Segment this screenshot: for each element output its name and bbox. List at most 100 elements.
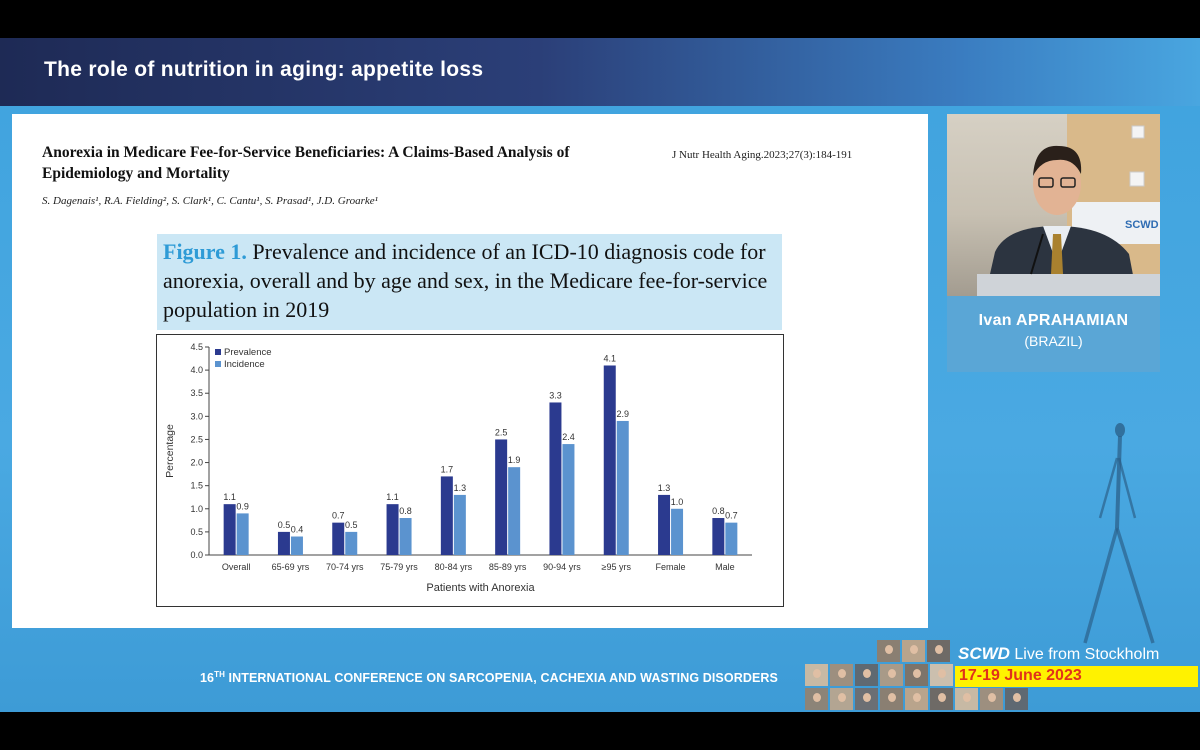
y-tick-label: 1.0 bbox=[190, 504, 203, 514]
slide-title: The role of nutrition in aging: appetite… bbox=[44, 58, 484, 81]
bar-value-label: 0.9 bbox=[236, 501, 249, 511]
bar-value-label: 1.7 bbox=[441, 464, 454, 474]
speaker-face bbox=[1033, 153, 1081, 215]
x-tick-label: 80-84 yrs bbox=[435, 562, 473, 572]
speaker-video: SCWD bbox=[947, 114, 1160, 296]
speaker-glasses-right bbox=[1060, 177, 1076, 188]
participant-thumbnail bbox=[877, 640, 900, 662]
bar-value-label: 0.7 bbox=[725, 511, 738, 521]
bar-incidence bbox=[453, 494, 466, 555]
participant-thumbnail bbox=[1005, 688, 1028, 710]
participant-thumbnail bbox=[980, 688, 1003, 710]
participant-face-icon bbox=[863, 693, 871, 702]
x-tick-label: Male bbox=[715, 562, 735, 572]
bar-incidence bbox=[616, 420, 629, 555]
bar-incidence bbox=[290, 536, 303, 555]
legend-label-prevalence: Prevalence bbox=[224, 347, 272, 358]
participant-thumbnail bbox=[955, 688, 978, 710]
x-tick-label: 75-79 yrs bbox=[380, 562, 418, 572]
participant-thumbnail bbox=[905, 688, 928, 710]
bar-value-label: 1.1 bbox=[223, 492, 236, 502]
x-tick-label: 70-74 yrs bbox=[326, 562, 364, 572]
backdrop-logo: SCWD bbox=[1125, 219, 1159, 231]
paper-title: Anorexia in Medicare Fee-for-Service Ben… bbox=[42, 144, 570, 182]
participant-face-icon bbox=[913, 669, 921, 678]
participant-thumbnail bbox=[880, 664, 903, 686]
bar-value-label: 1.9 bbox=[508, 455, 521, 465]
figure-caption-text: Prevalence and incidence of an ICD-10 di… bbox=[163, 239, 768, 322]
bar-value-label: 2.5 bbox=[495, 427, 508, 437]
participant-thumbnail bbox=[930, 664, 953, 686]
participant-thumbnail bbox=[830, 664, 853, 686]
bar-value-label: 1.1 bbox=[386, 492, 399, 502]
bar-prevalence bbox=[603, 365, 616, 555]
bar-incidence bbox=[236, 513, 249, 555]
figure-number: Figure 1. bbox=[163, 239, 247, 264]
journal-reference: J Nutr Health Aging.2023;27(3):184-191 bbox=[672, 149, 853, 161]
bar-incidence bbox=[399, 518, 412, 555]
speaker-name: Ivan APRAHAMIAN bbox=[978, 312, 1129, 329]
bar-value-label: 3.3 bbox=[549, 390, 562, 400]
participant-thumbnail bbox=[927, 640, 950, 662]
legend-swatch-incidence bbox=[215, 361, 221, 367]
walking-man-sculpture-icon bbox=[1083, 423, 1155, 644]
bar-prevalence bbox=[277, 531, 290, 555]
y-tick-label: 4.5 bbox=[190, 342, 203, 352]
bar-value-label: 2.4 bbox=[562, 432, 575, 442]
y-tick-label: 1.5 bbox=[190, 481, 203, 491]
y-tick-label: 3.5 bbox=[190, 388, 203, 398]
participant-thumbnails bbox=[805, 640, 1030, 712]
participant-face-icon bbox=[963, 693, 971, 702]
y-axis-label: Percentage bbox=[164, 424, 176, 478]
participant-face-icon bbox=[885, 645, 893, 654]
brand-name: SCWD bbox=[958, 644, 1010, 663]
bar-value-label: 0.4 bbox=[291, 525, 304, 535]
participant-face-icon bbox=[813, 693, 821, 702]
paper-authors: S. Dagenais¹, R.A. Fielding², S. Clark¹,… bbox=[42, 195, 378, 207]
bar-value-label: 0.8 bbox=[712, 506, 725, 516]
y-tick-label: 0.0 bbox=[190, 550, 203, 560]
speaker-hair bbox=[1033, 145, 1082, 176]
live-text: Live from Stockholm bbox=[1009, 646, 1160, 663]
legend-label-incidence: Incidence bbox=[224, 359, 265, 370]
bar-value-label: 1.3 bbox=[454, 483, 467, 493]
bar-value-label: 0.8 bbox=[399, 506, 412, 516]
speaker-panel: SCWD Ivan APRAHAMIAN (BRAZIL) bbox=[947, 114, 1160, 372]
participant-face-icon bbox=[813, 669, 821, 678]
bar-incidence bbox=[562, 444, 575, 555]
participant-thumbnail bbox=[905, 664, 928, 686]
slide-title-bar: The role of nutrition in aging: appetite… bbox=[0, 38, 1200, 106]
bar-value-label: 0.5 bbox=[345, 520, 358, 530]
bar-prevalence bbox=[440, 476, 453, 555]
bar-prevalence bbox=[223, 504, 236, 555]
bar-prevalence bbox=[549, 402, 562, 555]
conference-title: 16TH INTERNATIONAL CONFERENCE ON SARCOPE… bbox=[200, 670, 778, 685]
participant-face-icon bbox=[1013, 693, 1021, 702]
slide-content: Anorexia in Medicare Fee-for-Service Ben… bbox=[12, 114, 928, 628]
event-dates: 17-19 June 2023 bbox=[959, 667, 1082, 684]
participant-face-icon bbox=[863, 669, 871, 678]
participant-face-icon bbox=[888, 669, 896, 678]
bar-incidence bbox=[345, 531, 358, 555]
x-tick-label: ≥95 yrs bbox=[602, 562, 632, 572]
figure-caption: Figure 1. Prevalence and incidence of an… bbox=[157, 234, 782, 330]
participant-face-icon bbox=[910, 645, 918, 654]
speaker-lanyard bbox=[1051, 234, 1063, 274]
participant-thumbnail bbox=[805, 688, 828, 710]
bar-incidence bbox=[725, 522, 738, 555]
participant-thumbnail bbox=[902, 640, 925, 662]
wall-switch bbox=[1129, 171, 1145, 187]
x-axis-label: Patients with Anorexia bbox=[426, 582, 535, 594]
participant-thumbnail bbox=[830, 688, 853, 710]
x-tick-label: 65-69 yrs bbox=[272, 562, 310, 572]
participant-face-icon bbox=[913, 693, 921, 702]
y-tick-label: 3.0 bbox=[190, 411, 203, 421]
microphone-stand bbox=[1030, 233, 1044, 275]
bar-value-label: 1.0 bbox=[671, 497, 684, 507]
speaker-country: (BRAZIL) bbox=[1024, 333, 1083, 349]
x-tick-label: 90-94 yrs bbox=[543, 562, 581, 572]
bar-prevalence bbox=[495, 439, 508, 555]
bar-incidence bbox=[671, 508, 684, 555]
y-tick-label: 4.0 bbox=[190, 365, 203, 375]
x-tick-label: Female bbox=[656, 562, 686, 572]
